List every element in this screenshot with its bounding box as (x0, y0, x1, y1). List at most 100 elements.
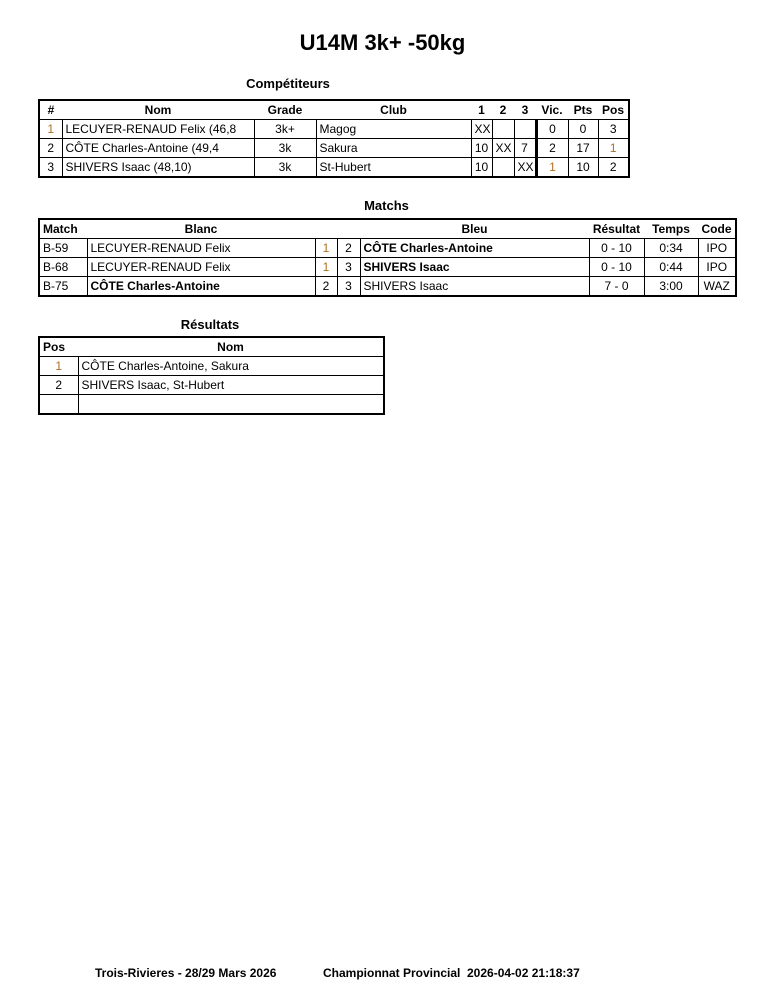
cell-victories: 0 (534, 119, 569, 139)
cell-name: LECUYER-RENAUD Felix (46,8 (61, 119, 255, 139)
table-row (38, 394, 385, 415)
cell-blue: SHIVERS Isaac (359, 257, 590, 277)
cell-time: 0:44 (643, 257, 699, 277)
cell-number: 3 (38, 157, 63, 178)
cell-position: 2 (38, 375, 79, 395)
cell-name: CÔTE Charles-Antoine, Sakura (77, 356, 385, 376)
results-heading: Résultats (180, 317, 240, 332)
cell-score-1: 10 (470, 138, 493, 158)
footer-timestamp: 2026-04-02 21:18:37 (467, 966, 580, 980)
cell-grade: 3k (253, 157, 317, 178)
cell-name (77, 394, 385, 415)
col-header: Nom (78, 336, 384, 357)
cell-result: 7 - 0 (588, 276, 645, 297)
cell-blue: SHIVERS Isaac (359, 276, 590, 297)
cell-name: SHIVERS Isaac, St-Hubert (77, 375, 385, 395)
cell-score-3 (513, 119, 537, 139)
cell-club: Magog (315, 119, 472, 139)
cell-name: SHIVERS Isaac (48,10) (61, 157, 255, 178)
cell-position: 1 (597, 138, 630, 158)
cell-club: Sakura (315, 138, 472, 158)
col-header (337, 218, 360, 239)
cell-points: 0 (567, 119, 599, 139)
col-header: Résultat (589, 218, 644, 239)
competitors-heading: Compétiteurs (246, 76, 330, 91)
cell-position (38, 394, 79, 415)
table-row: 1 LECUYER-RENAUD Felix (46,8 3k+ Magog X… (38, 119, 630, 139)
cell-white: LECUYER-RENAUD Felix (86, 257, 316, 277)
col-header: Match (39, 218, 87, 239)
cell-white-number: 1 (314, 238, 338, 258)
cell-white: CÔTE Charles-Antoine (86, 276, 316, 297)
cell-blue-number: 2 (336, 238, 361, 258)
cell-blue: CÔTE Charles-Antoine (359, 238, 590, 258)
cell-match-id: B-75 (38, 276, 88, 297)
col-header: Temps (644, 218, 698, 239)
col-header: Code (698, 218, 736, 239)
table-row: 2 SHIVERS Isaac, St-Hubert (38, 375, 385, 395)
cell-position: 2 (597, 157, 630, 178)
table-row: 1 CÔTE Charles-Antoine, Sakura (38, 356, 385, 376)
cell-white: LECUYER-RENAUD Felix (86, 238, 316, 258)
competitors-table: # Nom Grade Club 1 2 3 Vic. Pts Pos 1 LE… (38, 99, 630, 178)
cell-victories: 1 (534, 157, 569, 178)
cell-result: 0 - 10 (588, 238, 645, 258)
results-table: Pos Nom 1 CÔTE Charles-Antoine, Sakura 2… (38, 336, 385, 415)
col-header: 3 (514, 99, 536, 120)
cell-points: 17 (567, 138, 599, 158)
col-header: 2 (492, 99, 514, 120)
cell-points: 10 (567, 157, 599, 178)
cell-number: 1 (38, 119, 63, 139)
cell-code: IPO (697, 257, 737, 277)
col-header: Nom (62, 99, 254, 120)
cell-victories: 2 (534, 138, 569, 158)
footer-location: Trois-Rivieres - 28/29 Mars 2026 (95, 966, 277, 980)
cell-match-id: B-59 (38, 238, 88, 258)
cell-match-id: B-68 (38, 257, 88, 277)
cell-score-2 (491, 157, 515, 178)
table-row: 3 SHIVERS Isaac (48,10) 3k St-Hubert 10 … (38, 157, 630, 178)
col-header: Bleu (360, 218, 589, 239)
col-header: # (39, 99, 62, 120)
cell-score-1: 10 (470, 157, 493, 178)
col-header: Pos (598, 99, 629, 120)
cell-time: 3:00 (643, 276, 699, 297)
table-row: B-59 LECUYER-RENAUD Felix 1 2 CÔTE Charl… (38, 238, 737, 258)
cell-score-1: XX (470, 119, 493, 139)
table-row: B-68 LECUYER-RENAUD Felix 1 3 SHIVERS Is… (38, 257, 737, 277)
col-header: Pts (568, 99, 598, 120)
cell-code: IPO (697, 238, 737, 258)
cell-time: 0:34 (643, 238, 699, 258)
col-header: Club (316, 99, 471, 120)
cell-code: WAZ (697, 276, 737, 297)
matches-table: Match Blanc Bleu Résultat Temps Code B-5… (38, 218, 737, 297)
cell-blue-number: 3 (336, 257, 361, 277)
table-row: 2 CÔTE Charles-Antoine (49,4 3k Sakura 1… (38, 138, 630, 158)
col-header: Pos (39, 336, 78, 357)
cell-score-3: 7 (513, 138, 537, 158)
cell-grade: 3k (253, 138, 317, 158)
cell-blue-number: 3 (336, 276, 361, 297)
cell-club: St-Hubert (315, 157, 472, 178)
col-header: Vic. (536, 99, 568, 120)
table-row: B-75 CÔTE Charles-Antoine 2 3 SHIVERS Is… (38, 276, 737, 297)
cell-white-number: 1 (314, 257, 338, 277)
cell-grade: 3k+ (253, 119, 317, 139)
cell-name: CÔTE Charles-Antoine (49,4 (61, 138, 255, 158)
cell-score-2 (491, 119, 515, 139)
cell-score-2: XX (491, 138, 515, 158)
cell-score-3: XX (513, 157, 537, 178)
col-header: 1 (471, 99, 492, 120)
matches-heading: Matchs (364, 198, 409, 213)
col-header (315, 218, 337, 239)
page-title: U14M 3k+ -50kg (299, 30, 466, 55)
col-header: Blanc (87, 218, 315, 239)
cell-number: 2 (38, 138, 63, 158)
cell-position: 1 (38, 356, 79, 376)
cell-white-number: 2 (314, 276, 338, 297)
footer-event: Championnat Provincial (323, 966, 461, 980)
cell-result: 0 - 10 (588, 257, 645, 277)
col-header: Grade (254, 99, 316, 120)
cell-position: 3 (597, 119, 630, 139)
